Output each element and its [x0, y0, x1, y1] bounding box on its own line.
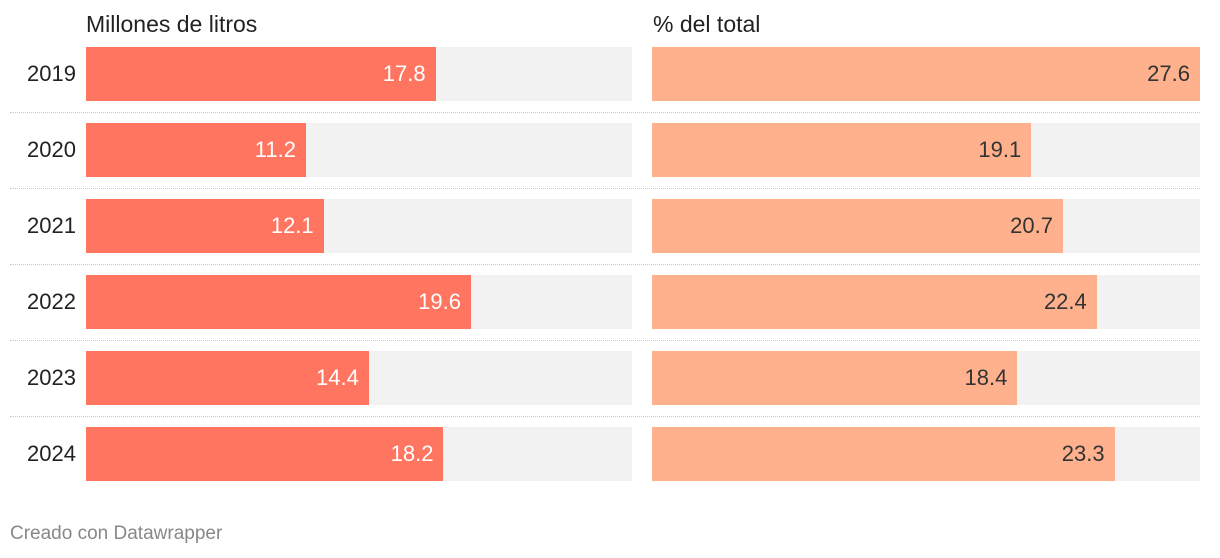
- row-divider: [10, 112, 1200, 113]
- bar-value-s2-2022: 22.4: [1043, 289, 1087, 314]
- row-divider: [10, 264, 1200, 265]
- row-label-2021: 2021: [27, 213, 76, 238]
- bar-value-s1-2024: 18.2: [390, 441, 434, 466]
- bar-track-s1-2023: 14.4: [86, 351, 632, 405]
- bar-value-s1-2021: 12.1: [270, 213, 314, 238]
- bar-value-s2-2020: 19.1: [978, 137, 1022, 162]
- bar-value-s1-2022: 19.6: [418, 289, 461, 314]
- bar-track-s2-2023: 18.4: [652, 351, 1200, 405]
- bar-track-s2-2022: 22.4: [652, 275, 1200, 329]
- footer-credit: Creado con Datawrapper: [10, 523, 223, 544]
- column-header-porcentaje: % del total: [653, 11, 761, 37]
- bar-value-s1-2020: 11.2: [254, 137, 296, 162]
- bar-track-s2-2019: 27.6: [652, 47, 1200, 101]
- row-divider: [10, 340, 1200, 341]
- bar-value-s1-2019: 17.8: [382, 61, 426, 86]
- bar-s1-2021: [86, 199, 324, 253]
- bar-track-s2-2020: 19.1: [652, 123, 1200, 177]
- bar-s1-2023: [86, 351, 369, 405]
- bar-s2-2024: [652, 427, 1115, 481]
- row-label-2019: 2019: [27, 61, 76, 86]
- row-label-2020: 2020: [27, 137, 76, 162]
- bar-s2-2020: [652, 123, 1032, 177]
- bar-value-s2-2023: 18.4: [964, 365, 1008, 390]
- bar-track-s1-2022: 19.6: [86, 275, 632, 329]
- bar-value-s1-2023: 14.4: [316, 365, 359, 390]
- bar-s2-2019: [652, 47, 1200, 101]
- bar-s1-2022: [86, 275, 471, 329]
- bar-s1-2024: [86, 427, 444, 481]
- bar-track-s2-2021: 20.7: [652, 199, 1200, 253]
- bar-track-s1-2024: 18.2: [86, 427, 632, 481]
- row-divider: [10, 188, 1200, 189]
- bar-s2-2022: [652, 275, 1097, 329]
- row-divider: [10, 416, 1200, 417]
- bar-s2-2023: [652, 351, 1018, 405]
- row-label-2022: 2022: [27, 289, 76, 314]
- bar-track-s1-2019: 17.8: [86, 47, 632, 101]
- bar-value-s2-2019: 27.6: [1147, 61, 1190, 86]
- bar-track-s1-2020: 11.2: [86, 123, 632, 177]
- bar-value-s2-2021: 20.7: [1010, 213, 1053, 238]
- row-label-2024: 2024: [27, 441, 76, 466]
- column-header-litros: Millones de litros: [86, 11, 258, 37]
- row-label-2023: 2023: [27, 365, 76, 390]
- bar-track-s1-2021: 12.1: [86, 199, 632, 253]
- bar-track-s2-2024: 23.3: [652, 427, 1200, 481]
- bar-value-s2-2024: 23.3: [1061, 441, 1105, 466]
- bar-s1-2020: [86, 123, 306, 177]
- bar-s2-2021: [652, 199, 1063, 253]
- bar-s1-2019: [86, 47, 436, 101]
